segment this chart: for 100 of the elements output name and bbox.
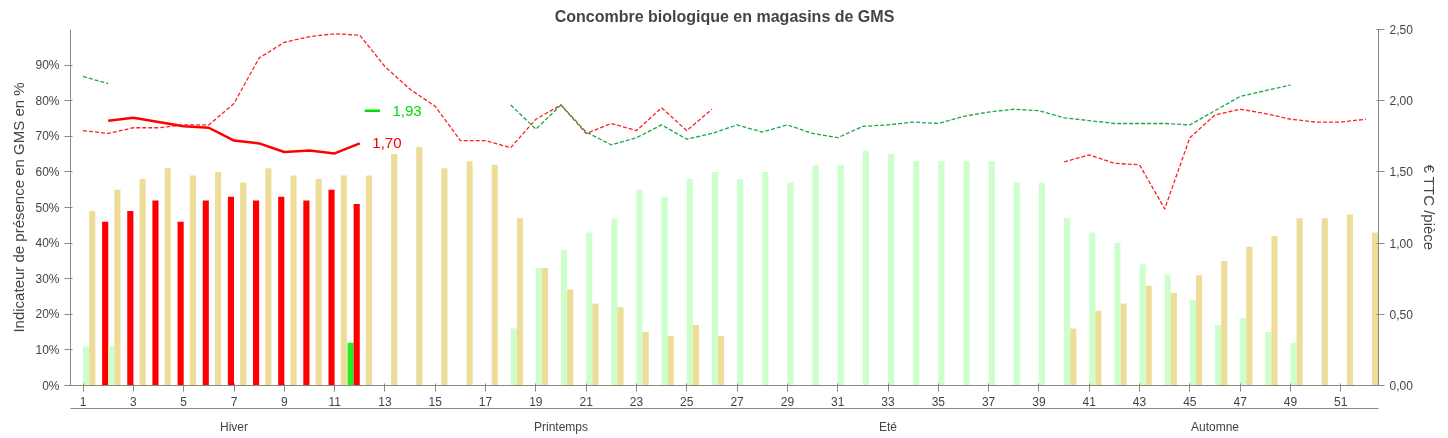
x-tick-label: 33: [881, 394, 895, 409]
bar: [83, 346, 90, 386]
bar: [1145, 285, 1152, 386]
bar: [202, 200, 209, 386]
bar: [1095, 310, 1102, 386]
bar: [1013, 182, 1020, 386]
y-tick-label: 90%: [35, 58, 60, 73]
bar: [1170, 292, 1177, 386]
bar: [1070, 328, 1077, 386]
bar: [1290, 342, 1297, 386]
x-tick-label: 51: [1334, 394, 1348, 409]
bar: [253, 200, 260, 386]
x-tick-label: 47: [1233, 394, 1248, 409]
bar: [636, 189, 643, 386]
line-series: [106, 116, 362, 155]
bar: [340, 175, 347, 386]
x-tick-label: 17: [478, 394, 493, 409]
bar: [988, 161, 995, 386]
bar: [686, 179, 693, 386]
text: Eté: [878, 419, 898, 434]
bar: [189, 175, 196, 386]
bar: [265, 168, 272, 386]
x-tick-label: 19: [529, 394, 543, 409]
x-tick-label: 11: [328, 394, 342, 409]
y-tick-label: 40%: [35, 236, 60, 251]
x-tick-label: 29: [780, 394, 795, 409]
bar: [240, 182, 247, 386]
y2-axis-title: € TTC /pièce: [1420, 164, 1438, 251]
x-tick-label: 25: [680, 394, 694, 409]
x-tick-label: 39: [1032, 394, 1046, 409]
bar: [837, 164, 844, 386]
y2-tick-label: 2,50: [1389, 23, 1414, 37]
bar: [491, 164, 498, 386]
bar: [762, 171, 769, 386]
y-tick-label: 10%: [35, 342, 60, 357]
text: Printemps: [533, 419, 589, 434]
text: Automne: [1190, 419, 1240, 434]
bar: [1164, 275, 1171, 386]
bar: [315, 179, 322, 386]
y-tick-label: 0%: [42, 378, 60, 393]
bar: [152, 200, 159, 386]
bar: [888, 154, 895, 386]
bar: [416, 146, 423, 386]
bar: [1296, 218, 1303, 386]
x-tick-label: 15: [428, 394, 443, 409]
bar: [586, 232, 593, 386]
chart-title: Concombre biologique en magasins de GMS: [554, 7, 895, 25]
y-tick-label: 70%: [35, 129, 60, 144]
bar: [214, 171, 222, 386]
bar: [177, 221, 184, 386]
x-tick-label: 43: [1132, 394, 1147, 409]
x-tick-label: 27: [730, 394, 745, 409]
x-tick-label: 45: [1183, 394, 1197, 409]
bar: [1271, 235, 1278, 386]
bar: [913, 161, 920, 386]
y-axis-title: Indicateur de présence en GMS en %: [10, 82, 28, 333]
x-tick-label: 3: [130, 394, 138, 409]
bar: [328, 189, 335, 386]
bar: [1346, 214, 1354, 386]
bar: [1221, 260, 1228, 386]
bar: [541, 268, 549, 386]
bar: [561, 250, 568, 386]
text: Hiver: [220, 419, 249, 434]
bar: [1240, 317, 1247, 386]
x-tick-label: 5: [180, 394, 188, 409]
y-tick-label: 30%: [35, 271, 60, 286]
bar: [642, 332, 649, 386]
x-tick-label: 49: [1283, 394, 1298, 409]
bar: [139, 179, 146, 386]
y-tick-label: 20%: [35, 307, 60, 322]
bar: [661, 196, 668, 386]
bar: [617, 307, 624, 386]
bar: [391, 154, 398, 386]
y2-tick-label: 1,00: [1389, 236, 1414, 251]
bar: [611, 218, 618, 386]
x-tick-label: 1: [79, 394, 87, 409]
bar: [114, 189, 121, 386]
bar: [466, 161, 473, 386]
x-tick-label: 7: [230, 394, 238, 409]
bar: [718, 335, 725, 386]
y2-tick-label: 2,00: [1389, 94, 1414, 109]
bar: [164, 168, 171, 386]
x-tick-label: 35: [931, 394, 946, 409]
x-tick-label: 41: [1082, 394, 1097, 409]
bar: [108, 346, 115, 386]
y2-tick-label: 1,50: [1389, 165, 1414, 180]
x-tick-label: 9: [280, 394, 288, 409]
bar: [1215, 324, 1222, 386]
x-tick-label: 13: [378, 394, 392, 409]
bar: [89, 211, 96, 386]
bar: [127, 211, 134, 386]
bar: [737, 179, 744, 386]
data-label: 1,93: [392, 101, 422, 119]
x-tick-label: 31: [831, 394, 845, 409]
bar: [1372, 232, 1379, 386]
bar: [1139, 264, 1146, 386]
bar: [1321, 218, 1328, 386]
bar: [441, 168, 448, 386]
bar: [862, 150, 869, 386]
bar: [1038, 182, 1046, 386]
